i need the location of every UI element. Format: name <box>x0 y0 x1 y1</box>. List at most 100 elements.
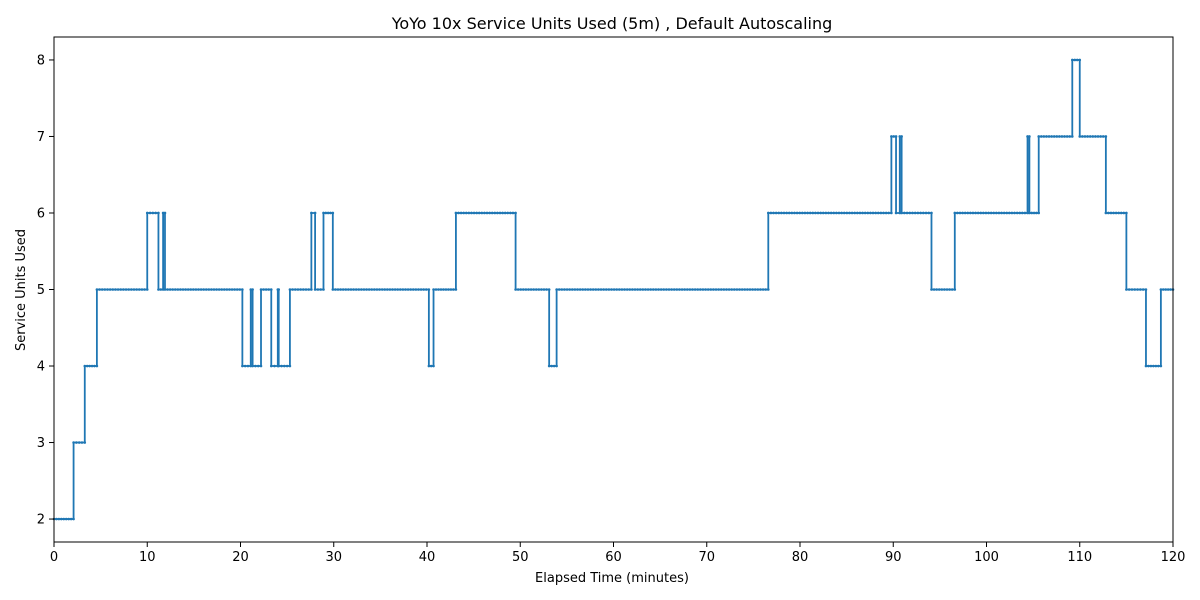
series-point <box>801 211 804 215</box>
series-point <box>1015 211 1019 215</box>
series-point <box>1119 211 1123 215</box>
series-point <box>1008 211 1011 215</box>
series-point <box>151 211 155 215</box>
series-point <box>537 288 541 291</box>
series-point <box>1010 211 1014 215</box>
series-point <box>953 288 957 291</box>
series-point <box>900 211 903 215</box>
series-point <box>256 364 260 368</box>
series-point <box>845 211 849 215</box>
series-point <box>246 364 250 368</box>
series-point <box>207 288 211 291</box>
series-point <box>163 211 167 215</box>
series-point <box>971 211 975 215</box>
series-point <box>1125 211 1128 215</box>
series-point <box>618 288 621 291</box>
series-point <box>1112 211 1115 215</box>
series-point <box>816 211 820 215</box>
series-point <box>1144 288 1148 291</box>
series-point <box>501 211 504 215</box>
series-point <box>761 288 765 291</box>
series-point <box>427 364 431 368</box>
series-point <box>1147 364 1150 368</box>
series-point <box>1141 288 1145 291</box>
series-point <box>217 288 221 291</box>
series-point <box>638 288 642 291</box>
series-point <box>1136 288 1139 291</box>
series-point <box>683 288 686 291</box>
series-point <box>599 288 603 291</box>
series-point <box>88 364 91 368</box>
series-point <box>1028 211 1031 215</box>
series-point <box>631 288 634 291</box>
series-point <box>948 288 951 291</box>
series-point <box>291 288 294 291</box>
series-point <box>995 211 998 215</box>
series-point <box>719 288 723 291</box>
series-point <box>277 288 281 291</box>
series-point <box>1154 364 1158 368</box>
series-point <box>1078 58 1082 62</box>
series-point <box>766 211 770 215</box>
series-point <box>103 288 107 291</box>
series-point <box>111 288 115 291</box>
series-point <box>842 211 846 215</box>
series-point <box>432 288 435 291</box>
x-axis-label: Elapsed Time (minutes) <box>535 571 689 586</box>
series-point <box>1130 288 1134 291</box>
series-point <box>963 211 967 215</box>
series-point <box>259 288 263 291</box>
series-point <box>304 288 308 291</box>
series-point <box>230 288 234 291</box>
series-point <box>1133 288 1137 291</box>
series-point <box>288 288 292 291</box>
series-point <box>202 288 205 291</box>
series-point <box>1096 135 1100 138</box>
series-point <box>457 211 460 215</box>
series-point <box>1037 211 1041 215</box>
series-point <box>1169 288 1172 291</box>
series-point <box>106 288 109 291</box>
series-point <box>984 211 988 215</box>
series-point <box>602 288 605 291</box>
series-point <box>1081 135 1084 138</box>
series-point <box>766 288 770 291</box>
series-point <box>83 364 87 368</box>
series-point <box>552 364 556 368</box>
series-point <box>903 211 906 215</box>
series-point <box>251 288 254 291</box>
series-point <box>378 288 381 291</box>
series-point <box>365 288 368 291</box>
y-tick-label: 7 <box>37 130 45 145</box>
series-point <box>950 288 954 291</box>
series-point <box>665 288 668 291</box>
series-point <box>326 211 330 215</box>
series-point <box>223 288 226 291</box>
series-point <box>503 211 507 215</box>
series-point <box>319 288 322 291</box>
series-point <box>615 288 619 291</box>
series-point <box>370 288 374 291</box>
series-point <box>874 211 877 215</box>
series-point <box>444 288 448 291</box>
series-point <box>1104 135 1108 138</box>
series-point <box>557 288 561 291</box>
series-point <box>241 364 244 368</box>
x-tick-label: 20 <box>232 550 249 565</box>
series-point <box>827 211 830 215</box>
series-point <box>696 288 700 291</box>
series-point <box>80 441 84 444</box>
series-point <box>280 364 283 368</box>
series-point <box>130 288 133 291</box>
series-point <box>987 211 990 215</box>
series-point <box>483 211 486 215</box>
series-point <box>641 288 645 291</box>
series-point <box>717 288 720 291</box>
y-tick-label: 8 <box>37 53 45 68</box>
series-point <box>555 288 558 291</box>
series-point <box>876 211 880 215</box>
series-point <box>267 288 271 291</box>
series-point <box>811 211 815 215</box>
series-point <box>1091 135 1095 138</box>
series-point <box>132 288 136 291</box>
